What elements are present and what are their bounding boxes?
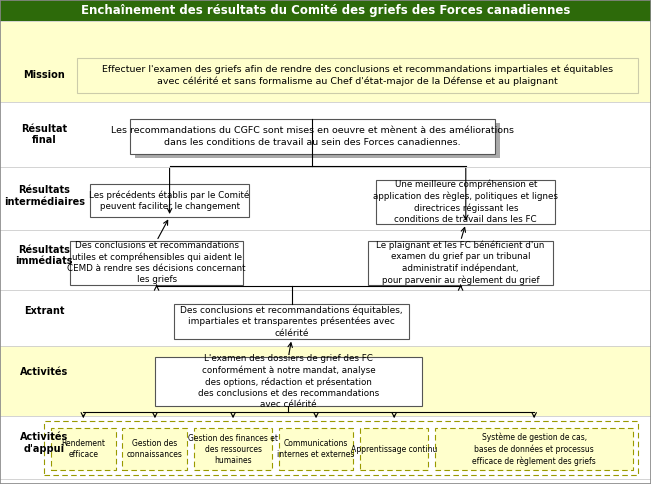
Text: Résultats
immédiats: Résultats immédiats [16,245,73,266]
Bar [360,428,428,470]
Bar [135,123,500,158]
Text: Activités: Activités [20,367,68,377]
Bar [279,428,353,470]
Text: Gestion des finances et
des ressources
humaines: Gestion des finances et des ressources h… [188,434,278,465]
Text: Résultat
final: Résultat final [21,124,67,145]
Bar [368,241,553,285]
Bar [44,421,638,475]
Text: Résultats
intermédiaires: Résultats intermédiaires [4,185,85,207]
Bar [435,428,633,470]
Text: Apprentissage continu: Apprentissage continu [351,445,437,454]
Text: Activités
d'appui: Activités d'appui [20,432,68,454]
Bar [70,241,243,285]
Bar [0,346,651,416]
Text: Rendement
efficace: Rendement efficace [61,439,105,459]
Bar [90,184,249,217]
Text: Le plaignant et les FC bénéficient d'un
examen du grief par un tribunal
administ: Le plaignant et les FC bénéficient d'un … [376,241,545,285]
Text: Gestion des
connaissances: Gestion des connaissances [127,439,183,459]
Text: Communications
internes et externes: Communications internes et externes [277,439,355,459]
Bar [155,357,422,406]
Text: L'examen des dossiers de grief des FC
conformément à notre mandat, analyse
des o: L'examen des dossiers de grief des FC co… [198,354,379,409]
Text: Les précédents établis par le Comité
peuvent faciliter le changement: Les précédents établis par le Comité peu… [89,190,250,211]
Text: Système de gestion de cas,
bases de données et processus
efficace de règlement d: Système de gestion de cas, bases de donn… [472,433,596,466]
Bar [194,428,272,470]
Text: Extrant: Extrant [24,306,64,316]
Text: Une meilleure compréhension et
application des règles, politiques et lignes
dire: Une meilleure compréhension et applicati… [373,180,559,224]
Bar [51,428,116,470]
Bar [376,180,555,224]
Text: Enchaînement des résultats du Comité des griefs des Forces canadiennes: Enchaînement des résultats du Comité des… [81,4,570,17]
Bar [174,304,409,339]
Text: Mission: Mission [23,70,65,80]
Text: Des conclusions et recommandations
utiles et compréhensibles qui aident le
CEMD : Des conclusions et recommandations utile… [67,242,246,284]
Text: Effectuer l'examen des griefs afin de rendre des conclusions et recommandations : Effectuer l'examen des griefs afin de re… [102,65,613,86]
Bar [77,58,638,93]
Bar [0,21,651,102]
Text: Les recommandations du CGFC sont mises en oeuvre et mènent à des améliorations
d: Les recommandations du CGFC sont mises e… [111,126,514,147]
Bar [0,0,651,21]
Bar [130,119,495,154]
Bar [122,428,187,470]
Text: Des conclusions et recommandations équitables,
impartiales et transparentes prés: Des conclusions et recommandations équit… [180,305,403,337]
